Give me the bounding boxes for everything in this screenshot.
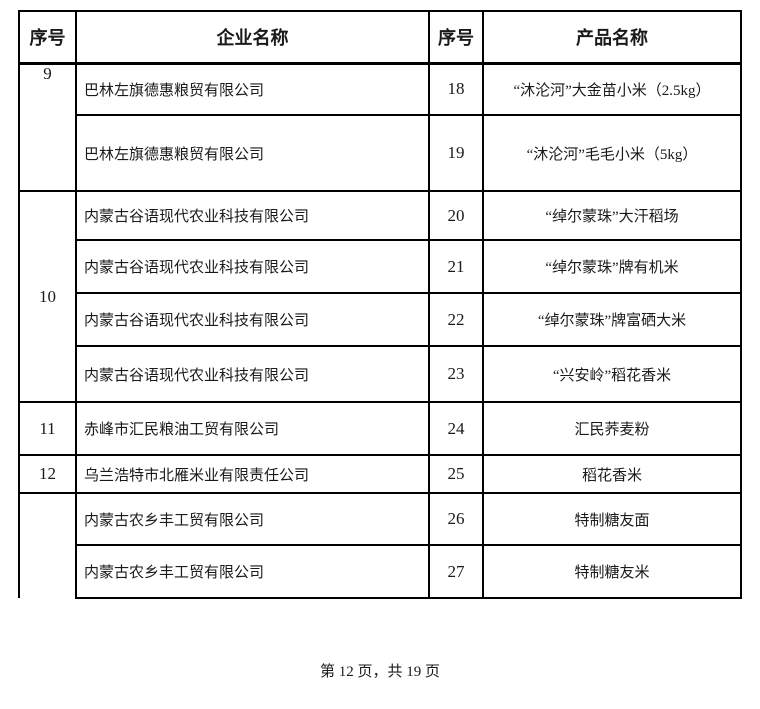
group-number-cell [18,492,77,598]
company-cell: 乌兰浩特市北雁米业有限责任公司 [75,454,430,494]
product-name-cell: “沐沦河”大金苗小米（2.5kg） [482,62,742,116]
table-row: 内蒙古谷语现代农业科技有限公司 21 “绰尔蒙珠”牌有机米 [19,239,742,294]
table-row: 内蒙古谷语现代农业科技有限公司 22 “绰尔蒙珠”牌富硒大米 [19,292,742,347]
product-number-cell: 26 [428,492,484,546]
product-name-cell: 特制糖友米 [482,544,742,599]
table-row: 内蒙古农乡丰工贸有限公司 27 特制糖友米 [19,544,742,599]
page-footer: 第 12 页，共 19 页 [319,664,440,680]
table-row: 巴林左旗德惠粮贸有限公司 19 “沐沦河”毛毛小米（5kg） [19,114,742,192]
group-number-cell: 12 [18,454,77,494]
product-number-cell: 24 [428,401,484,456]
header-cell-seq-left: 序号 [18,10,77,65]
product-name-cell: “绰尔蒙珠”大汗稻场 [482,190,742,241]
company-cell: 巴林左旗德惠粮贸有限公司 [75,62,430,116]
company-cell: 巴林左旗德惠粮贸有限公司 [75,114,430,192]
product-number-cell: 23 [428,345,484,403]
header-cell-product: 产品名称 [482,10,742,65]
header-cell-seq-right: 序号 [428,10,484,65]
company-cell: 内蒙古谷语现代农业科技有限公司 [75,239,430,294]
product-number-cell: 20 [428,190,484,241]
company-cell: 内蒙古谷语现代农业科技有限公司 [75,345,430,403]
table-row: 11 赤峰市汇民粮油工贸有限公司 24 汇民荞麦粉 [18,401,742,456]
company-cell: 内蒙古农乡丰工贸有限公司 [75,492,430,546]
group-number-cell: 10 [18,190,77,403]
company-cell: 内蒙古农乡丰工贸有限公司 [75,544,430,599]
company-cell: 内蒙古谷语现代农业科技有限公司 [75,292,430,347]
group-number-cell: 11 [18,401,77,456]
table-header-row: 序号 企业名称 序号 产品名称 [18,10,742,65]
product-number-cell: 27 [428,544,484,599]
product-number-cell: 25 [428,454,484,494]
product-name-cell: “兴安岭”稻花香米 [482,345,742,403]
table-row: 9 巴林左旗德惠粮贸有限公司 18 “沐沦河”大金苗小米（2.5kg） [18,62,742,192]
product-name-cell: “绰尔蒙珠”牌有机米 [482,239,742,294]
product-number-cell: 22 [428,292,484,347]
table-row: 内蒙古农乡丰工贸有限公司 26 特制糖友面 [18,492,742,598]
table-row: 10 内蒙古谷语现代农业科技有限公司 20 “绰尔蒙珠”大汗稻场 [18,190,742,403]
product-name-cell: 汇民荞麦粉 [482,401,742,456]
product-number-cell: 21 [428,239,484,294]
company-cell: 赤峰市汇民粮油工贸有限公司 [75,401,430,456]
table-row: 12 乌兰浩特市北雁米业有限责任公司 25 稻花香米 [18,454,742,494]
group-number-cell: 9 [18,62,77,192]
product-name-cell: “绰尔蒙珠”牌富硒大米 [482,292,742,347]
header-cell-company: 企业名称 [75,10,430,65]
product-table: 序号 企业名称 序号 产品名称 9 巴林左旗德惠粮贸有限公司 18 “沐沦河”大… [18,10,742,599]
product-name-cell: 特制糖友面 [482,492,742,546]
product-number-cell: 19 [428,114,484,192]
table-row: 内蒙古谷语现代农业科技有限公司 23 “兴安岭”稻花香米 [19,345,742,403]
product-name-cell: “沐沦河”毛毛小米（5kg） [482,114,742,192]
product-number-cell: 18 [428,62,484,116]
product-name-cell: 稻花香米 [482,454,742,494]
company-cell: 内蒙古谷语现代农业科技有限公司 [75,190,430,241]
